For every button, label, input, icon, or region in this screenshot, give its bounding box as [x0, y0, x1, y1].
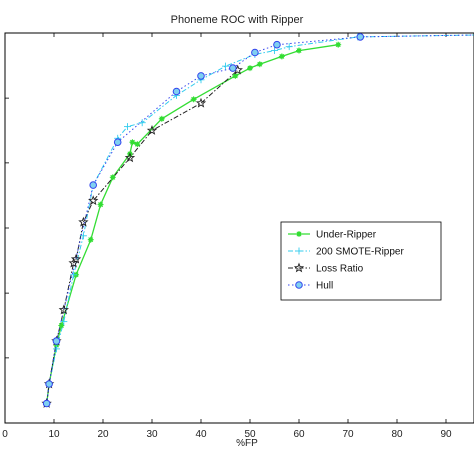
data-point-0 — [158, 115, 165, 122]
data-point-1 — [124, 123, 131, 131]
data-point-0 — [87, 236, 94, 243]
x-tick-label: 70 — [342, 429, 354, 440]
data-point-0 — [256, 61, 263, 68]
axis-ticks — [4, 32, 447, 424]
legend-box — [280, 221, 442, 301]
data-point-2 — [58, 304, 69, 315]
data-point-1 — [285, 43, 293, 51]
series-line-1 — [46, 34, 474, 404]
x-tick-label: 0 — [2, 429, 8, 440]
data-point-0 — [278, 53, 285, 60]
data-point-1 — [52, 345, 60, 353]
data-point-2 — [146, 125, 158, 135]
series-lines — [46, 34, 474, 404]
data-point-3 — [197, 72, 205, 80]
x-tick-label: 80 — [391, 429, 403, 440]
data-point-3 — [273, 40, 281, 49]
legend-marker — [293, 262, 305, 273]
data-point-2 — [88, 195, 99, 206]
data-point-0 — [134, 141, 141, 148]
x-tick-label: 10 — [48, 429, 60, 440]
data-point-3 — [229, 64, 237, 72]
data-point-0 — [296, 47, 302, 54]
data-point-3 — [89, 181, 97, 189]
data-point-1 — [138, 119, 146, 127]
x-tick-labels: 0 10 20 30 40 50 60 70 80 90 — [2, 429, 452, 440]
data-point-0 — [129, 139, 136, 146]
data-point-2 — [70, 253, 82, 264]
data-point-3 — [42, 399, 51, 408]
data-point-3 — [251, 48, 259, 57]
series-markers — [41, 33, 365, 408]
data-point-0 — [190, 96, 197, 103]
data-point-1 — [70, 271, 78, 279]
data-point-0 — [58, 322, 65, 329]
x-tick-label: 60 — [293, 429, 305, 440]
data-point-3 — [45, 380, 53, 388]
legend-label: Loss Ratio — [316, 264, 364, 275]
data-point-3 — [172, 87, 181, 96]
data-point-2 — [195, 97, 207, 108]
x-tick-label: 90 — [440, 429, 452, 440]
data-point-1 — [271, 47, 278, 55]
legend-marker — [295, 247, 303, 255]
chart-title: Phoneme ROC with Ripper — [171, 14, 304, 26]
legend-label: Under-Ripper — [316, 230, 377, 241]
x-tick-label: 40 — [195, 429, 207, 440]
series-line-3 — [46, 34, 474, 404]
legend: Under-Ripper 200 SMOTE-Ripper Loss Ratio Hu… — [280, 221, 442, 301]
data-point-3 — [113, 138, 122, 146]
data-point-1 — [60, 318, 68, 326]
x-tick-label: 30 — [146, 429, 158, 440]
data-point-1 — [222, 62, 229, 70]
legend-label: 200 SMOTE-Ripper — [316, 247, 404, 258]
data-point-0 — [232, 72, 239, 79]
data-point-1 — [79, 232, 87, 240]
data-point-0 — [247, 65, 253, 72]
legend-marker — [295, 281, 303, 289]
data-point-3 — [356, 33, 365, 41]
legend-marker — [296, 231, 302, 237]
data-point-2 — [78, 216, 89, 227]
series-line-2 — [46, 69, 239, 404]
data-point-0 — [335, 41, 342, 48]
data-point-0 — [97, 201, 104, 208]
x-tick-label: 50 — [244, 429, 256, 440]
data-point-0 — [109, 174, 116, 181]
x-tick-label: 20 — [97, 429, 109, 440]
x-axis-label: %FP — [236, 438, 258, 449]
data-point-3 — [52, 337, 61, 345]
legend-label: Hull — [316, 281, 333, 292]
data-point-2 — [124, 152, 136, 163]
